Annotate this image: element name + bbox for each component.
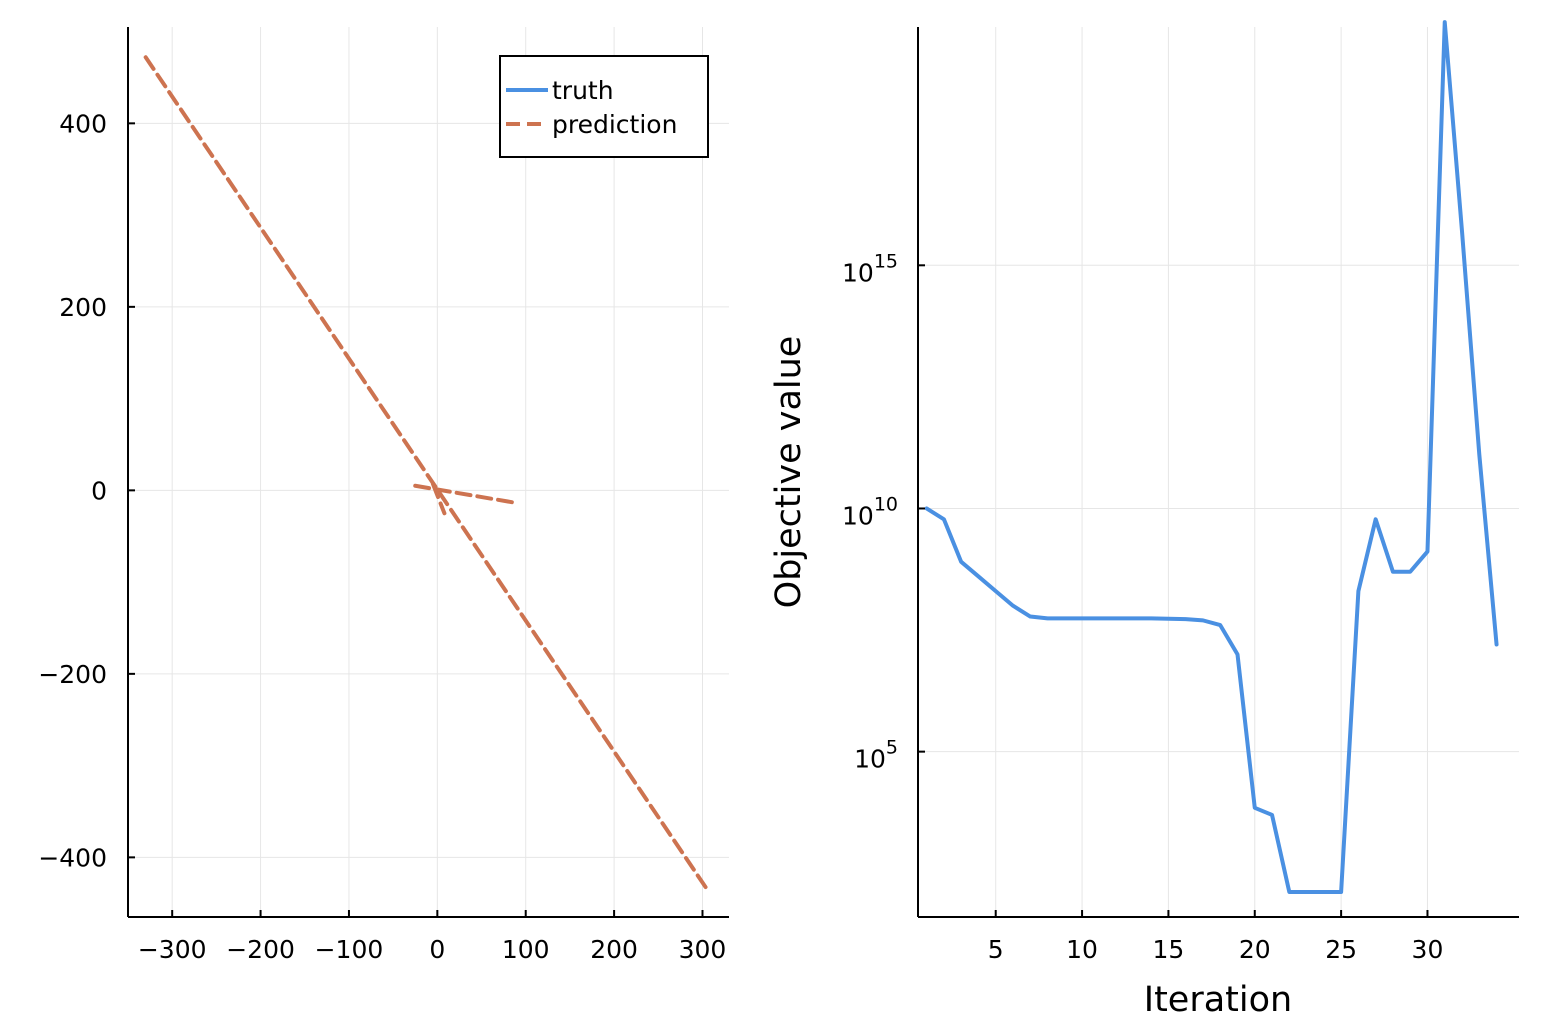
legend-box xyxy=(499,55,709,158)
right-x-tick-label: 30 xyxy=(1412,935,1444,964)
right-y-tick-label: 1010 xyxy=(842,493,898,530)
left-y-tick-label: −400 xyxy=(38,843,107,872)
left-x-tick-label: 0 xyxy=(429,935,445,964)
legend: truth prediction xyxy=(499,55,709,158)
x-axis-title: Iteration xyxy=(1144,980,1292,1020)
left-x-tick-label: −200 xyxy=(226,935,295,964)
left-series xyxy=(143,55,710,893)
legend-label-truth: truth xyxy=(552,76,614,105)
left-x-tick-label: −100 xyxy=(315,935,384,964)
left-x-tick-label: 200 xyxy=(590,935,638,964)
right-x-tick-label: 20 xyxy=(1239,935,1271,964)
right-series xyxy=(924,20,1499,894)
right-x-tick-label: 25 xyxy=(1325,935,1357,964)
y-axis-title: Objective value xyxy=(769,336,809,609)
prediction-line-segment xyxy=(143,55,710,893)
right-x-tick-label: 10 xyxy=(1066,935,1098,964)
left-x-tick-label: 100 xyxy=(502,935,550,964)
prediction-line-segment xyxy=(413,483,515,505)
prediction-line-segment xyxy=(430,481,447,516)
right-x-tick-label: 5 xyxy=(988,935,1004,964)
left-y-tick-label: 0 xyxy=(91,476,107,505)
left-grid xyxy=(128,27,729,917)
left-y-tick-label: −200 xyxy=(38,660,107,689)
right-y-tick-label: 105 xyxy=(854,737,898,774)
left-y-tick-label: 200 xyxy=(59,293,107,322)
right-y-tick-label: 1015 xyxy=(842,250,898,287)
left-x-tick-label: −300 xyxy=(138,935,207,964)
right-x-tick-label: 15 xyxy=(1153,935,1185,964)
right-x-ticks: 5 10 15 20 25 30 xyxy=(988,910,1444,964)
right-axes xyxy=(917,27,1519,918)
left-axes xyxy=(127,27,729,918)
right-y-ticks: 105 1010 1015 xyxy=(842,250,925,774)
legend-label-prediction: prediction xyxy=(552,110,677,139)
right-grid xyxy=(918,27,1519,917)
left-x-ticks: −300 −200 −100 0 100 200 300 xyxy=(138,910,726,964)
left-x-tick-label: 300 xyxy=(679,935,727,964)
left-panel: −300 −200 −100 0 100 200 300 −400 −200 0 200 400 t… xyxy=(38,27,729,964)
objective-value-line xyxy=(924,20,1499,894)
left-y-tick-label: 400 xyxy=(59,109,107,138)
left-y-ticks: −400 −200 0 200 400 xyxy=(38,109,135,872)
